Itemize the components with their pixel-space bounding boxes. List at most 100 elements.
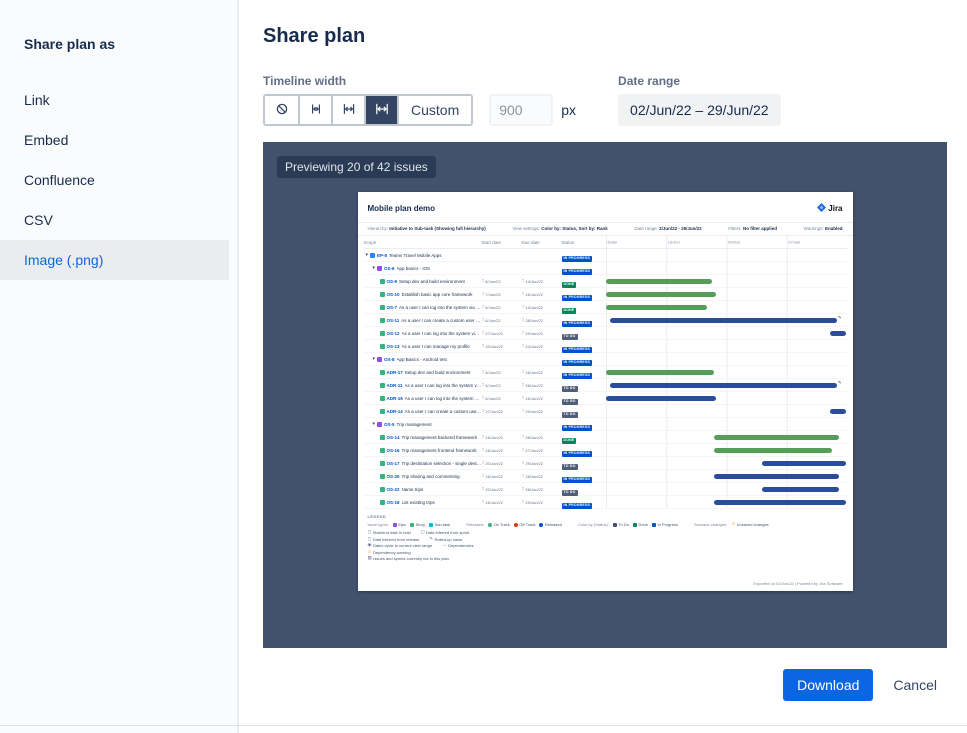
no-width-icon [275, 102, 289, 119]
plan-row: ▾ OS-6 App basics - iOS IN PROGRESS [363, 262, 847, 275]
plan-meta-value: 2/Jun/22 - 29/Jun/22 [659, 226, 702, 231]
issue-title: Trip management frontend framework [401, 447, 477, 453]
row-status: IN PROGRESS [561, 415, 606, 433]
due-date-value: 28/Jun/22 [525, 486, 543, 492]
due-date-value: 16/Jun/22 [525, 291, 543, 297]
row-timeline [605, 392, 847, 404]
warn-icon: ⚠ [367, 548, 372, 554]
row-status: IN PROGRESS [561, 441, 606, 459]
plan-row: OS-7 As a user I can log into the system … [363, 301, 847, 314]
story-icon [379, 330, 385, 336]
row-due-date: ◻ 28/Jun/22 [522, 383, 562, 388]
epic-icon [377, 356, 383, 362]
expand-caret-icon: ▾ [372, 421, 376, 427]
timeline-width-none-button[interactable] [265, 96, 298, 124]
timeline-tick: 20/Jun [728, 239, 741, 245]
sidebar-item-image-png[interactable]: Image (.png) [0, 240, 229, 280]
gantt-bar [713, 447, 833, 453]
custom-width-input[interactable] [489, 94, 554, 126]
plan-row: OS-18 List existing trips ◻ 16/Jun/22 ◻ 29/Ju… [363, 493, 847, 511]
row-timeline [605, 418, 847, 430]
sidebar-item-csv[interactable]: CSV [24, 212, 53, 228]
dot-red-icon [513, 522, 518, 527]
legend-note-line: ▨ Issues and sprints currently not in thi… [368, 556, 843, 561]
issue-key: OS-18 [386, 499, 400, 505]
legend-item-label: Unsaved changes [736, 522, 769, 527]
cancel-button[interactable]: Cancel [883, 669, 947, 701]
row-status: IN PROGRESS [561, 350, 606, 368]
legend-item-label: Date inferred from release [372, 536, 420, 542]
issue-title: As a user I can create a custom user pro… [404, 408, 482, 414]
date-icon: ◻ [521, 317, 525, 322]
controls-row: Timeline width [263, 74, 947, 126]
due-date-value: 28/Jun/22 [525, 382, 543, 388]
story-icon [379, 369, 385, 375]
row-scope: OS-13 As a user I can manage my profile [364, 343, 482, 349]
legend-notes: ◻ Start/end date in bold ◻ Date inferred fr… [368, 530, 843, 561]
date-range-button[interactable]: 02/Jun/22 – 29/Jun/22 [618, 94, 781, 126]
row-scope: OS-12 As a user I can log into the system… [364, 330, 482, 336]
legend-item: Off Track [513, 522, 535, 527]
plan-meta-label: Hierarchy: [367, 226, 390, 231]
small-width-arrow-icon [309, 102, 323, 119]
start-date-value: 6/Jun/22 [485, 317, 501, 323]
issue-key: ADR-14 [386, 408, 403, 414]
gantt-bar [610, 382, 837, 388]
start-date-value: 6/Jun/22 [485, 395, 501, 401]
issue-key: OS-13 [386, 343, 400, 349]
due-date-value: 28/Jun/22 [525, 473, 543, 479]
plan-export-note: Exported on 02/Jun/22 | Powered by Jira … [753, 581, 843, 586]
due-date-value: 28/Jun/22 [525, 317, 543, 323]
start-date-value: 16/Jun/22 [485, 473, 503, 479]
row-timeline [605, 262, 847, 274]
timeline-width-custom-button[interactable]: Custom [397, 96, 472, 124]
row-scope: OS-14 Trip management backend framework [364, 434, 482, 440]
timeline-width-small-button[interactable] [298, 96, 331, 124]
timeline-width-medium-button[interactable] [331, 96, 364, 124]
row-timeline [605, 249, 847, 261]
start-date-value: 27/Jun/22 [485, 408, 503, 414]
issue-title: Trip destination selection - single dest… [401, 460, 482, 466]
row-status: IN PROGRESS [561, 493, 606, 511]
row-status: DONE [561, 428, 606, 446]
plan-meta-value: No filter applied [743, 226, 778, 231]
edited-pencil-icon: ✎ [837, 380, 842, 385]
issue-key: OS-11 [386, 317, 400, 323]
due-date-value: 29/Jun/22 [525, 499, 543, 505]
date-icon: ◻ [521, 447, 525, 452]
timeline-width-label: Timeline width [263, 74, 347, 88]
issue-title: Teams Travel Mobile Apps [389, 252, 442, 258]
timeline-tick: 27/Jun [788, 239, 801, 245]
issue-title: Name trips [401, 486, 424, 492]
legend-item: ⚠ Unsaved changes [731, 522, 769, 527]
date-icon: ◻ [521, 460, 525, 465]
row-due-date: ◻ 29/Jun/22 [522, 409, 562, 414]
timeline-width-full-button[interactable] [364, 96, 397, 124]
sidebar-item-link[interactable]: Link [24, 92, 50, 108]
row-scope: OS-10 Establish basic app core framework [364, 291, 482, 297]
date-icon: ◻ [481, 291, 485, 296]
gantt-bar [605, 278, 712, 284]
sidebar-item-embed[interactable]: Embed [24, 132, 69, 148]
share-sidebar: Share plan as Link Embed Confluence CSV Imag… [0, 0, 239, 733]
row-status: TO DO [561, 324, 606, 342]
story-icon [379, 447, 385, 453]
epic-icon [377, 421, 383, 427]
row-start-date: ◻ 20/Jun/22 [482, 487, 522, 492]
status-chip: TO DO [561, 399, 578, 405]
legend-note-line: ◻ Start/end date in bold ◻ Date inferred fr… [368, 530, 843, 535]
due-date-value: 14/Jun/22 [525, 278, 543, 284]
start-date-value: 6/Jun/22 [485, 278, 501, 284]
dot-blue-icon [539, 522, 544, 527]
date-icon: ◻ [521, 434, 525, 439]
preview-count-badge: Previewing 20 of 42 issues [277, 156, 436, 178]
legend-item: ◻ Date inferred from release [368, 536, 420, 542]
date-icon: ◻ [521, 343, 525, 348]
date-icon: ◻ [481, 408, 485, 413]
row-due-date: ◻ 28/Jun/22 [522, 435, 562, 440]
gantt-bar [605, 395, 717, 401]
sidebar-item-confluence[interactable]: Confluence [24, 172, 95, 188]
download-button[interactable]: Download [783, 669, 874, 701]
due-date-value: 29/Jun/22 [525, 330, 543, 336]
